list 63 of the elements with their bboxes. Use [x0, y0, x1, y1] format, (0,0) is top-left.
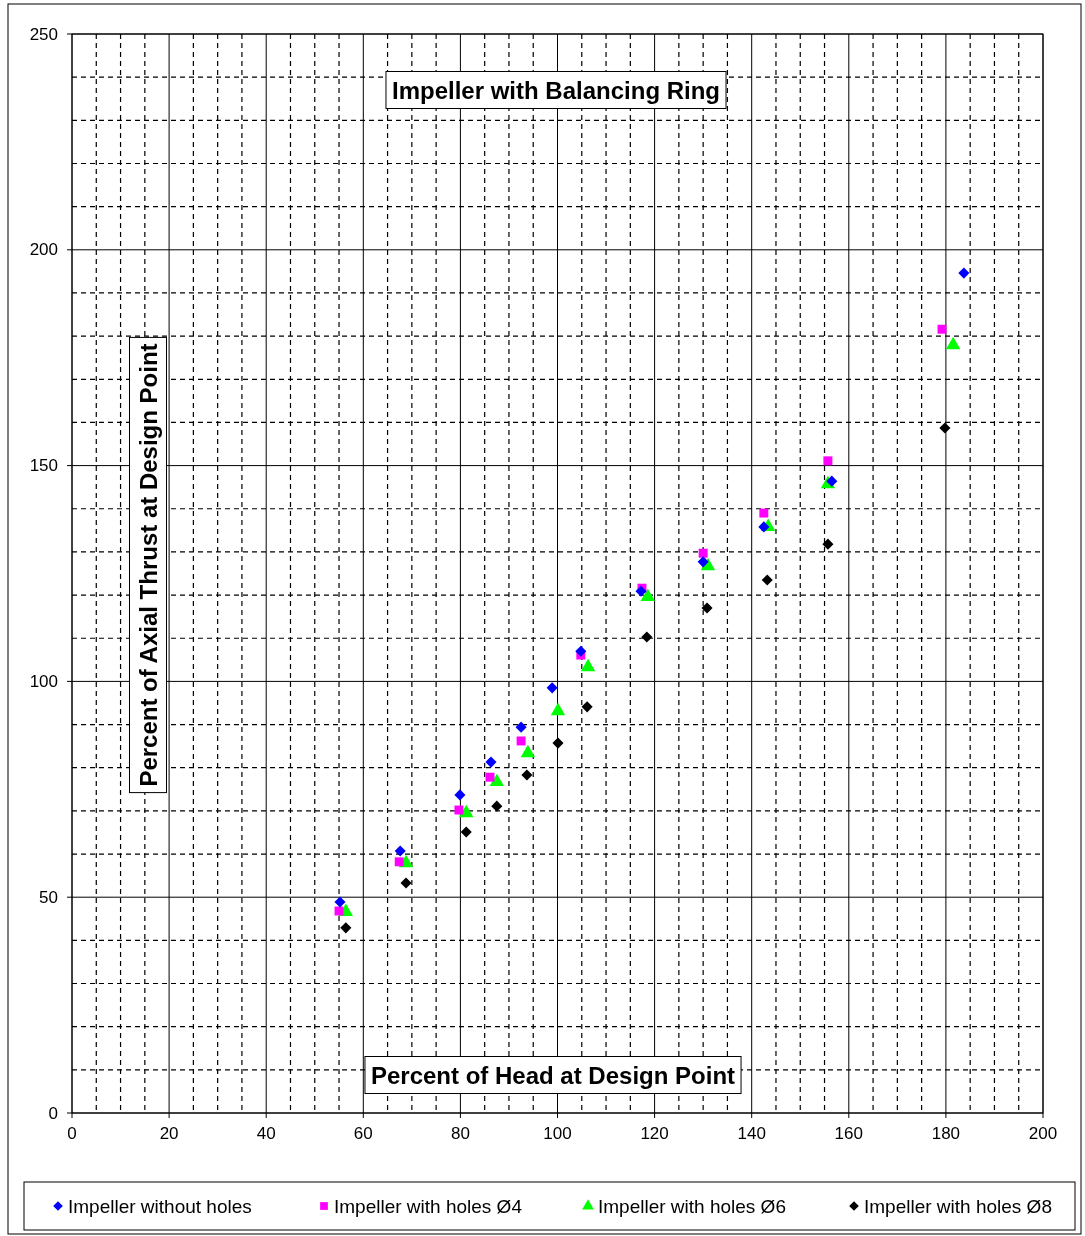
point — [459, 804, 474, 818]
point — [394, 857, 404, 867]
y-tick-label: 200 — [29, 240, 58, 260]
point — [581, 701, 593, 713]
point — [635, 585, 647, 597]
point — [575, 645, 587, 657]
legend-label: Impeller with holes Ø6 — [598, 1195, 786, 1217]
point — [939, 422, 951, 434]
point — [945, 336, 961, 350]
point — [520, 744, 536, 758]
point — [822, 538, 834, 550]
point — [460, 826, 472, 838]
point — [550, 702, 566, 716]
x-tick-label: 120 — [640, 1124, 669, 1143]
point — [701, 602, 713, 614]
point — [640, 588, 656, 601]
point — [521, 769, 533, 781]
point — [759, 508, 769, 518]
point — [454, 805, 464, 815]
point — [698, 548, 708, 558]
x-tick-label: 200 — [1028, 1124, 1058, 1143]
point — [641, 631, 653, 643]
point — [491, 800, 503, 812]
point — [958, 267, 970, 279]
legend-label: Impeller with holes Ø4 — [334, 1195, 523, 1217]
y-tick-label: 100 — [29, 671, 58, 691]
point — [552, 737, 564, 749]
point — [761, 574, 773, 586]
x-tick-label: 40 — [256, 1124, 276, 1143]
x-tick-label: 0 — [67, 1124, 77, 1143]
x-tick-label: 80 — [450, 1124, 470, 1143]
y-tick-label: 250 — [29, 24, 58, 44]
point — [823, 456, 833, 466]
x-tick-label: 20 — [159, 1124, 179, 1143]
x-axis-title: Percent of Head at Design Point — [370, 1061, 736, 1089]
point — [697, 556, 709, 568]
point — [758, 521, 770, 533]
legend-label: Impeller without holes — [68, 1195, 252, 1217]
point — [515, 721, 527, 733]
point — [340, 922, 352, 934]
text: Impeller with Balancing Ring — [391, 76, 721, 104]
y-tick-label: 0 — [48, 1103, 58, 1123]
point — [454, 789, 466, 801]
x-tick-label: 180 — [931, 1124, 961, 1143]
point — [394, 845, 406, 857]
point — [516, 736, 526, 746]
x-tick-label: 100 — [543, 1124, 572, 1143]
y-tick-label: 150 — [29, 456, 58, 476]
point — [580, 658, 596, 672]
point — [546, 682, 558, 694]
point — [400, 877, 412, 889]
x-tick-label: 140 — [737, 1124, 766, 1143]
point — [489, 773, 505, 787]
y-axis-title: Percent of Axial Thrust at Design Point — [134, 343, 162, 787]
point — [485, 756, 497, 768]
x-tick-label: 60 — [353, 1124, 373, 1143]
point — [485, 772, 495, 782]
legend-label: Impeller with holes Ø8 — [864, 1195, 1052, 1217]
point — [826, 475, 838, 487]
x-tick-label: 160 — [834, 1124, 863, 1143]
point — [937, 324, 947, 334]
point — [334, 896, 346, 908]
y-tick-label: 50 — [39, 887, 58, 907]
